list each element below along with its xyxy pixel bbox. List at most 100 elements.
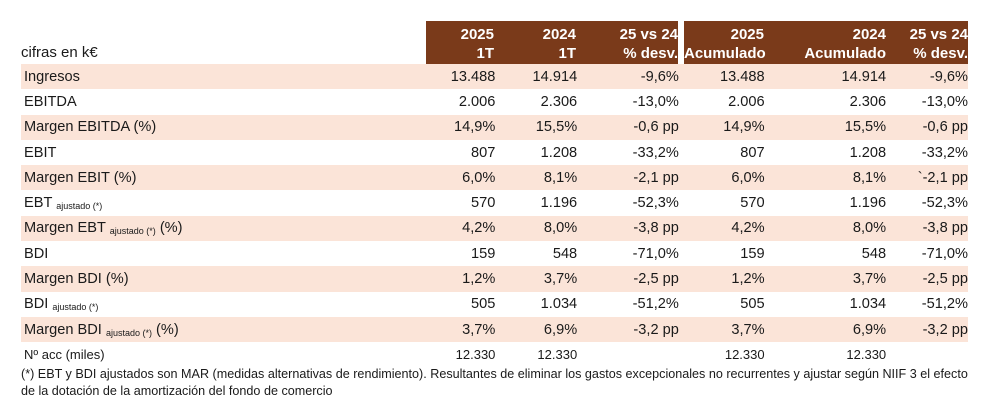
table-row: Nº acc (miles) 12.330 12.330 12.330 12.330: [21, 342, 968, 367]
row-label-text: Margen BDI (%): [24, 271, 129, 288]
row-label-subscript: ajustado (*): [52, 302, 99, 313]
row-label-text: BDI: [24, 296, 49, 313]
table-cell: -2,5 pp: [886, 266, 968, 292]
table-cell: 12.330: [537, 347, 578, 363]
table-cell: -2,1 pp: [577, 165, 679, 191]
table-cell: `-2,1 pp: [886, 165, 968, 191]
table-cell: -3,8 pp: [577, 215, 679, 242]
col-header-line1: 2025: [460, 26, 494, 43]
table-cell: 14,9%: [678, 114, 765, 140]
table-cell: 8,0%: [764, 215, 887, 242]
table-cell: 6,0%: [427, 165, 496, 191]
row-label-text: Ingresos: [24, 68, 80, 85]
table-cell: -0,6 pp: [577, 114, 679, 140]
table-cell: 1,2%: [678, 266, 765, 292]
table-cell: 807: [471, 144, 496, 161]
table-cell: -71,0%: [632, 245, 679, 262]
col-header-line2: Acumulado: [684, 45, 766, 62]
table-cell: -3,2 pp: [886, 316, 968, 343]
row-label: EBT ajustado (*): [21, 190, 428, 215]
table-cell: 548: [861, 245, 887, 262]
table-cell: 12.330: [846, 347, 887, 363]
table-cell: -3,8 pp: [886, 215, 968, 242]
table-cell: 8,1%: [495, 165, 578, 191]
row-label: BDI ajustado (*): [21, 292, 428, 317]
table-cell: 3,7%: [764, 266, 887, 292]
table-cell: 1.208: [540, 144, 578, 161]
table-cell: 807: [740, 144, 765, 161]
col-header-line2: 1T: [476, 45, 494, 62]
col-header-2024-acum: 2024 Acumulado: [764, 21, 886, 64]
col-header-2024-1t: 2024 1T: [494, 21, 576, 64]
table-cell: 14,9%: [427, 114, 496, 140]
table-row: BDI 159 548 -71,0% 159 548 -71,0%: [21, 241, 968, 266]
table-cell: 3,7%: [495, 266, 578, 292]
table-cell: -52,3%: [921, 195, 968, 212]
table-cell: 13.488: [678, 64, 765, 90]
table-cell: -71,0%: [921, 245, 968, 262]
table-cell: 15,5%: [764, 114, 887, 140]
table-cell: 1.208: [849, 144, 887, 161]
table-cell: -9,6%: [577, 64, 679, 90]
row-label: EBITDA: [21, 89, 428, 114]
table-cell: 12.330: [455, 347, 496, 363]
row-label-text: Margen EBITDA (%): [24, 119, 157, 136]
table-cell: 3,7%: [427, 316, 496, 343]
row-label: Ingresos: [21, 64, 428, 90]
table-cell: -52,3%: [632, 195, 679, 212]
table-cell: -13,0%: [921, 93, 968, 110]
table-cell: 1.196: [540, 195, 578, 212]
table-cell: -9,6%: [886, 64, 968, 90]
table-cell: 505: [740, 296, 765, 313]
row-label-text: EBT: [24, 195, 53, 212]
table-cell: -2,5 pp: [577, 266, 679, 292]
row-label-text: EBIT: [24, 144, 57, 161]
row-label: Margen EBIT (%): [21, 165, 428, 191]
row-label-suffix: (%): [159, 220, 183, 237]
col-header-line2: 1T: [558, 45, 576, 62]
table-cell: 4,2%: [678, 215, 765, 242]
col-header-line1: 25 vs 24: [619, 26, 678, 43]
table-cell: 159: [740, 245, 765, 262]
table-row: EBITDA 2.006 2.306 -13,0% 2.006 2.306 -13,0%: [21, 89, 968, 114]
table-cell: 570: [471, 195, 496, 212]
col-header-line2: % desv.: [913, 45, 968, 62]
row-label: BDI: [21, 241, 428, 266]
col-header-line2: Acumulado: [804, 45, 886, 62]
table-cell: 1.034: [540, 296, 578, 313]
row-label-text: Margen EBT: [24, 220, 106, 237]
table-cell: 6,9%: [495, 316, 578, 343]
table-cell: -13,0%: [632, 93, 679, 110]
table-cell: 8,0%: [495, 215, 578, 242]
row-label-text: Nº acc (miles): [24, 347, 105, 363]
table-cell: 8,1%: [764, 165, 887, 191]
table-cell: 159: [471, 245, 496, 262]
col-header-desv-acum: 25 vs 24 % desv.: [886, 21, 968, 64]
table-row: BDI ajustado (*) 505 1.034 -51,2% 505 1.034 -5…: [21, 292, 968, 317]
table-cell: 2.306: [540, 93, 578, 110]
table-cell: 6,9%: [764, 316, 887, 343]
col-header-line1: 2024: [542, 26, 576, 43]
table-row: Margen BDI (%) 1,2% 3,7% -2,5 pp 1,2% 3,7% -2,…: [21, 266, 968, 292]
table-cell: -33,2%: [921, 144, 968, 161]
row-label: Margen BDI (%): [21, 266, 428, 292]
row-label-text: BDI: [24, 245, 49, 262]
row-label-subscript: ajustado (*): [105, 327, 152, 338]
header-band-cumulative: [684, 21, 968, 64]
table-cell: -33,2%: [632, 144, 679, 161]
col-header-line1: 2025: [730, 26, 764, 43]
table-cell: 4,2%: [427, 215, 496, 242]
col-header-2025-acum: 2025 Acumulado: [684, 21, 766, 64]
row-label-text: Margen BDI: [24, 321, 102, 338]
col-header-line1: 2024: [852, 26, 886, 43]
table-row: Margen EBIT (%) 6,0% 8,1% -2,1 pp 6,0% 8,1% `-…: [21, 165, 968, 191]
table-cell: 570: [740, 195, 765, 212]
table-cell: 1.196: [849, 195, 887, 212]
table-cell: 1.034: [849, 296, 887, 313]
table-row: Margen EBITDA (%) 14,9% 15,5% -0,6 pp 14,9% 1…: [21, 114, 968, 140]
row-label: EBIT: [21, 140, 428, 165]
row-label: Margen EBITDA (%): [21, 114, 428, 140]
table-row: Margen EBT ajustado (*) (%) 4,2% 8,0% -3,8 …: [21, 215, 968, 242]
table-cell: 548: [552, 245, 578, 262]
row-label-subscript: ajustado (*): [56, 201, 103, 212]
